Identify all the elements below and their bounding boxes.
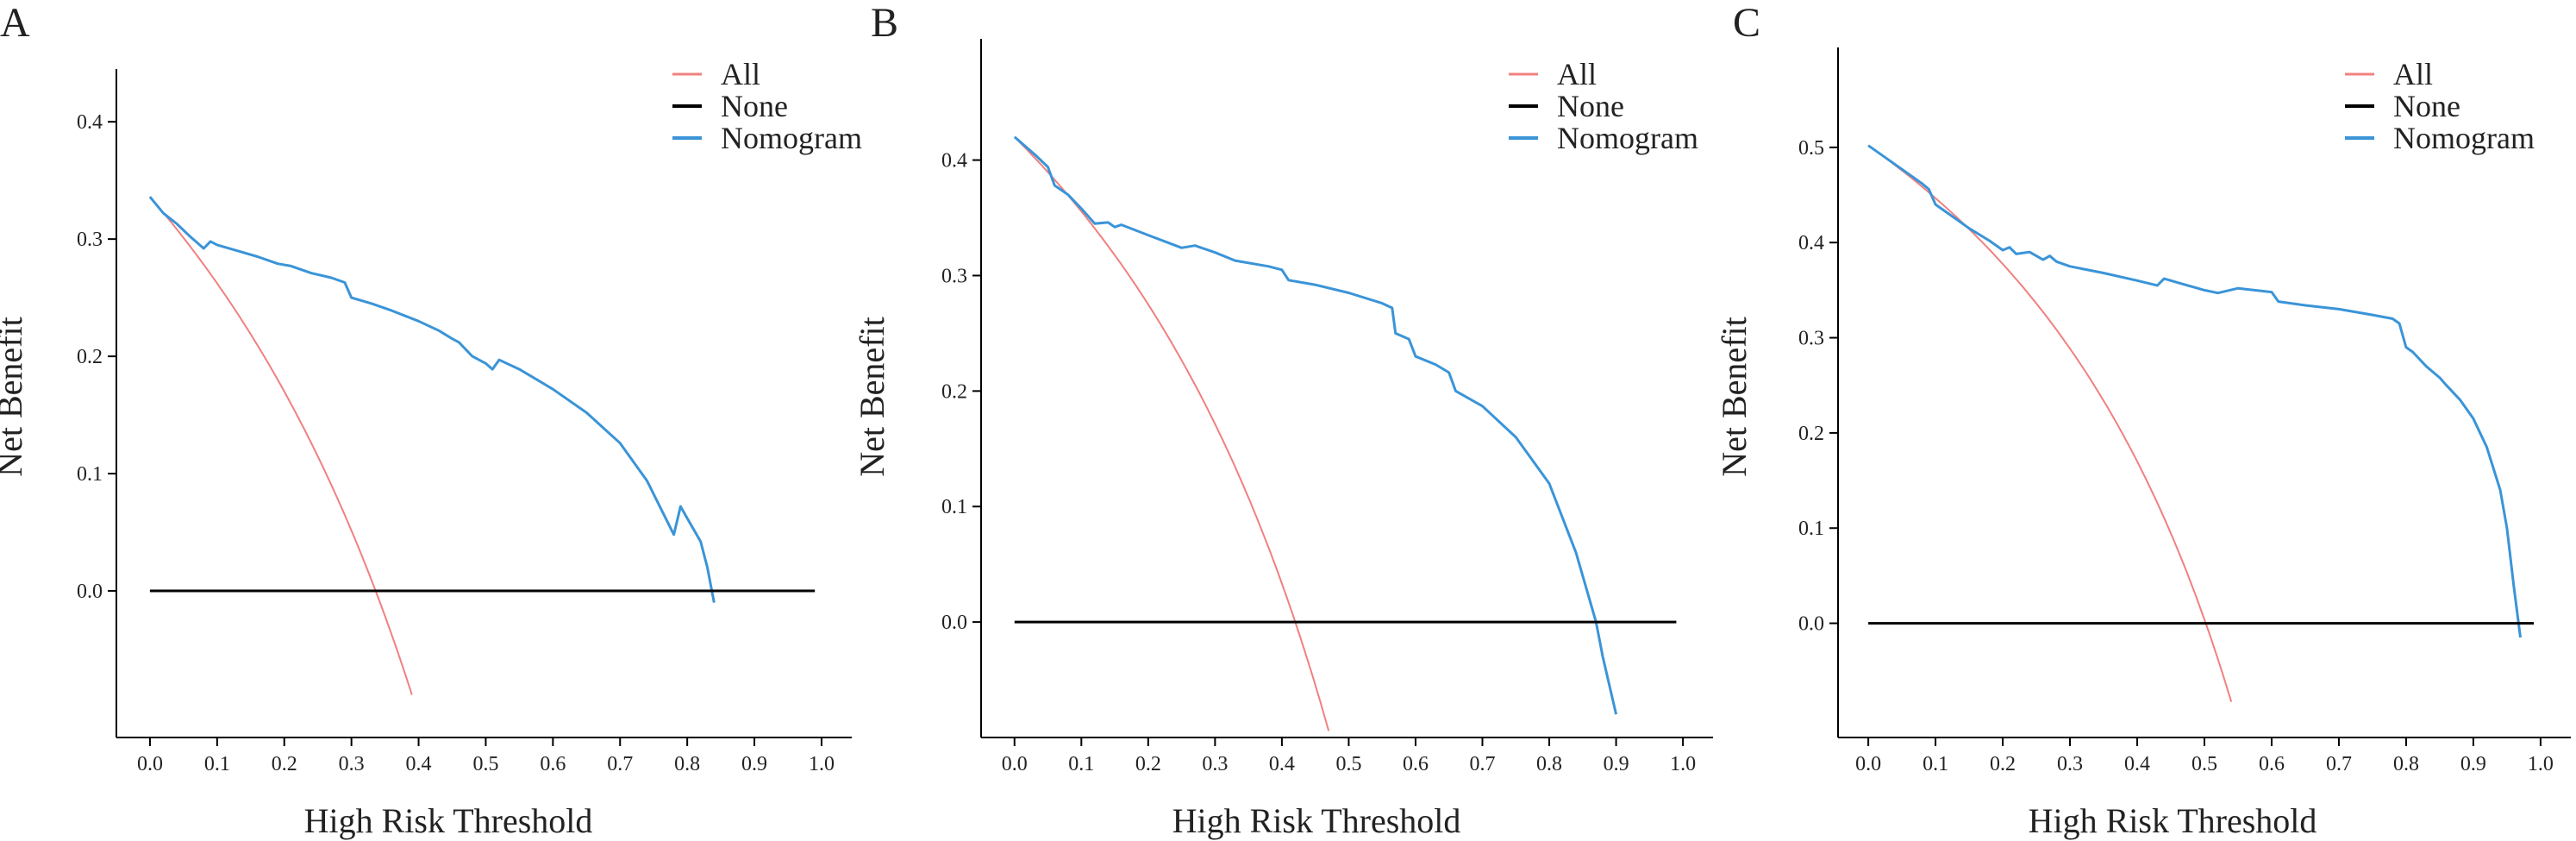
x-tick-label: 0.0 bbox=[137, 753, 163, 775]
x-tick-label: 0.8 bbox=[674, 753, 700, 775]
panel-a: A 0.0 0.1 0.2 0.3 0.4 0.5 0.6 0.7 0.8 0.9 1.0 0.0 0.… bbox=[0, 0, 862, 840]
x-tick-label: 0.6 bbox=[1403, 753, 1429, 775]
x-tick-label: 0.9 bbox=[741, 753, 767, 775]
x-tick-label: 1.0 bbox=[809, 753, 835, 775]
x-axis-title: High Risk Threshold bbox=[2029, 801, 2317, 840]
y-axis-title: Net Benefit bbox=[0, 317, 29, 477]
series-line-all bbox=[1014, 136, 1330, 731]
x-tick-label: 0.8 bbox=[1536, 753, 1562, 775]
panel-label: C bbox=[1733, 0, 1760, 46]
x-tick-label: 0.6 bbox=[540, 753, 566, 775]
x-tick-label: 0.1 bbox=[1923, 753, 1948, 775]
legend-label-all: All bbox=[1557, 57, 1597, 91]
x-tick-label: 0.4 bbox=[2124, 753, 2150, 775]
y-tick-label: 0.0 bbox=[941, 612, 967, 634]
panel-b: B 0.0 0.1 0.2 0.3 0.4 0.5 0.6 0.7 0.8 0.9 1.0 0.0 0.… bbox=[853, 0, 1713, 840]
y-tick-label: 0.2 bbox=[77, 346, 103, 368]
panel-c: C 0.0 0.1 0.2 0.3 0.4 0.5 0.6 0.7 0.8 0.9 1.0 0.0 0.… bbox=[1715, 0, 2571, 840]
x-axis-title: High Risk Threshold bbox=[304, 801, 593, 840]
y-tick-label: 0.3 bbox=[77, 229, 103, 251]
series-line-all bbox=[149, 196, 413, 695]
x-tick-label: 0.7 bbox=[1470, 753, 1496, 775]
y-tick-label: 0.3 bbox=[941, 265, 967, 287]
x-tick-label: 0.5 bbox=[472, 753, 498, 775]
x-tick-label: 0.3 bbox=[2057, 753, 2083, 775]
y-tick-label: 0.0 bbox=[1798, 613, 1824, 636]
x-tick-label: 0.0 bbox=[1855, 753, 1881, 775]
legend-label-none: None bbox=[721, 89, 788, 123]
x-tick-label: 0.8 bbox=[2393, 753, 2419, 775]
x-tick-label: 1.0 bbox=[1670, 753, 1696, 775]
x-tick-label: 0.5 bbox=[1335, 753, 1361, 775]
series-line-nomogram bbox=[1013, 135, 1618, 715]
series-line-all bbox=[1867, 144, 2233, 702]
y-axis-title: Net Benefit bbox=[1715, 317, 1754, 477]
legend-label-nomogram: Nomogram bbox=[721, 121, 862, 155]
y-tick-label: 0.0 bbox=[77, 581, 103, 603]
y-tick-label: 0.4 bbox=[77, 111, 103, 134]
legend-label-none: None bbox=[2393, 89, 2460, 123]
x-tick-label: 1.0 bbox=[2528, 753, 2554, 775]
x-tick-label: 0.4 bbox=[1269, 753, 1295, 775]
x-tick-label: 0.6 bbox=[2259, 753, 2285, 775]
y-tick-label: 0.1 bbox=[941, 496, 967, 518]
y-tick-label: 0.1 bbox=[77, 463, 103, 486]
series-line-nomogram bbox=[148, 196, 716, 603]
x-tick-label: 0.2 bbox=[1990, 753, 2016, 775]
y-tick-label: 0.5 bbox=[1798, 137, 1824, 160]
x-tick-label: 0.2 bbox=[272, 753, 297, 775]
legend-label-all: All bbox=[2393, 57, 2433, 91]
y-tick-label: 0.2 bbox=[941, 380, 967, 403]
x-tick-label: 0.9 bbox=[2460, 753, 2486, 775]
legend-label-all: All bbox=[721, 57, 760, 91]
x-tick-label: 0.3 bbox=[1202, 753, 1228, 775]
panel-label: A bbox=[0, 0, 30, 46]
y-tick-label: 0.2 bbox=[1798, 423, 1824, 445]
y-tick-label: 0.4 bbox=[941, 150, 967, 173]
legend-label-nomogram: Nomogram bbox=[1557, 121, 1698, 155]
x-tick-label: 0.5 bbox=[2191, 753, 2217, 775]
panel-label: B bbox=[871, 0, 898, 46]
x-tick-label: 0.7 bbox=[607, 753, 633, 775]
series-line-nomogram bbox=[1867, 144, 2522, 638]
legend-label-nomogram: Nomogram bbox=[2393, 121, 2535, 155]
x-tick-label: 0.1 bbox=[1068, 753, 1094, 775]
y-tick-label: 0.1 bbox=[1798, 518, 1824, 540]
x-tick-label: 0.0 bbox=[1002, 753, 1028, 775]
x-tick-label: 0.2 bbox=[1135, 753, 1161, 775]
x-tick-label: 0.1 bbox=[204, 753, 230, 775]
x-axis-title: High Risk Threshold bbox=[1172, 801, 1461, 840]
x-tick-label: 0.9 bbox=[1604, 753, 1629, 775]
y-axis-title: Net Benefit bbox=[853, 317, 891, 477]
legend-label-none: None bbox=[1557, 89, 1624, 123]
x-tick-label: 0.7 bbox=[2326, 753, 2352, 775]
x-tick-label: 0.4 bbox=[406, 753, 432, 775]
x-tick-label: 0.3 bbox=[339, 753, 365, 775]
y-tick-label: 0.4 bbox=[1798, 232, 1824, 254]
y-tick-label: 0.3 bbox=[1798, 328, 1824, 350]
